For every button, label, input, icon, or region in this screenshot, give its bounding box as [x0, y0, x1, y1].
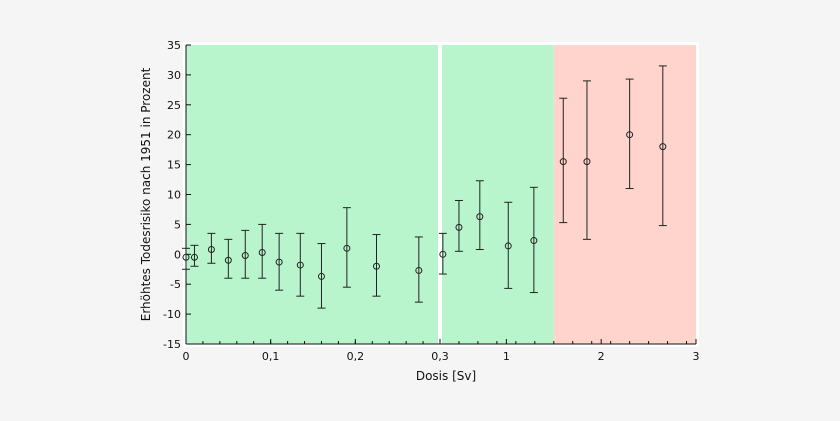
y-tick-label: -10 [163, 308, 181, 321]
data-point-15 [504, 201, 513, 289]
marker [343, 244, 351, 252]
marker [317, 272, 325, 280]
marker [373, 262, 380, 270]
marker [504, 242, 512, 250]
x-tick-label: 1 [503, 350, 510, 363]
x-tick-label: 0 [183, 350, 190, 363]
marker [476, 213, 484, 221]
data-point-2 [207, 232, 216, 264]
data-point-0 [182, 247, 190, 270]
data-point-13 [454, 199, 463, 252]
marker [415, 266, 423, 274]
data-point-1 [190, 244, 199, 267]
y-tick-label: 10 [167, 189, 181, 202]
marker [583, 158, 591, 166]
y-tick-label: 5 [174, 218, 181, 231]
marker [258, 249, 266, 257]
marker [530, 237, 538, 245]
marker [659, 143, 667, 151]
shaded-regions [186, 45, 696, 344]
data-point-5 [258, 223, 267, 279]
y-tick-label: 15 [167, 159, 181, 172]
marker [439, 250, 447, 258]
x-axis-ticks: 0 0,1 0,2 0,3 1 2 3 [183, 339, 700, 363]
y-tick-label: 35 [167, 39, 181, 52]
data-point-14 [475, 180, 484, 251]
shaded-region-0 [186, 45, 554, 344]
data-points [182, 65, 667, 309]
marker [190, 253, 198, 261]
y-tick-label: 20 [167, 129, 181, 142]
x-tick-label: 2 [598, 350, 605, 363]
data-point-16 [529, 186, 538, 294]
y-tick-label: -15 [163, 338, 181, 351]
marker [241, 251, 249, 259]
marker [296, 261, 304, 269]
x-tick-label: 3 [693, 350, 700, 363]
data-point-3 [224, 238, 233, 279]
data-point-6 [275, 232, 284, 291]
y-tick-label: 30 [167, 69, 181, 82]
marker [207, 246, 215, 254]
axis-break-line [438, 45, 442, 344]
marker [182, 253, 190, 261]
marker [455, 223, 463, 231]
y-tick-label: -5 [170, 278, 181, 291]
marker [275, 258, 283, 266]
x-tick-label: 0,3 [431, 350, 449, 363]
data-point-12 [438, 232, 447, 275]
x-axis-title: Dosis [Sv] [416, 369, 476, 383]
y-axis-ticks: 35 30 25 20 15 10 5 0 -5 -10 -15 [163, 39, 191, 351]
y-tick-label: 25 [167, 99, 181, 112]
data-point-10 [372, 234, 381, 297]
marker [559, 158, 567, 166]
x-tick-label: 0,2 [347, 350, 365, 363]
axis-break [438, 45, 442, 344]
marker [224, 256, 232, 264]
data-point-7 [296, 232, 305, 297]
marker [626, 131, 634, 139]
data-point-17 [559, 97, 568, 224]
data-point-18 [582, 80, 591, 240]
data-point-4 [241, 229, 250, 279]
data-point-8 [317, 243, 326, 309]
y-tick-label: 0 [174, 248, 181, 261]
x-tick-label: 0,1 [262, 350, 280, 363]
data-point-20 [658, 65, 667, 227]
data-point-9 [342, 207, 351, 288]
data-point-19 [625, 78, 634, 190]
y-axis-title: Erhöhtes Todesrisiko nach 1951 in Prozen… [139, 67, 153, 321]
shaded-region-1 [553, 45, 696, 344]
data-point-11 [414, 236, 423, 303]
